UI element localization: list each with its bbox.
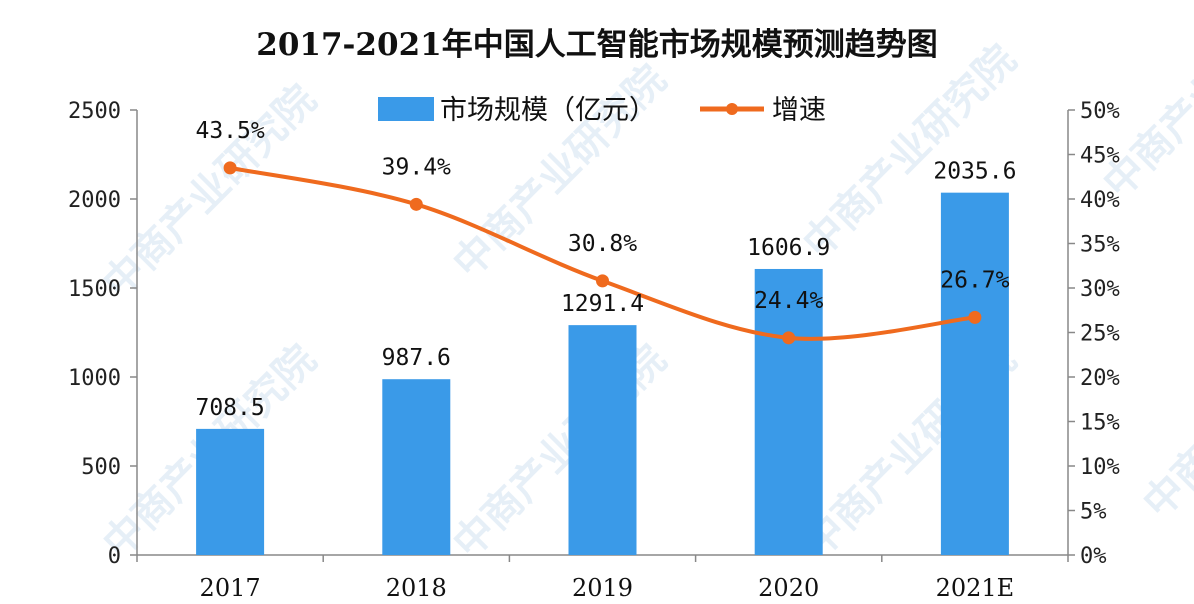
axes: 0 500 1000 1500 2000 2500 0% 5% 10% 15% 20% 25% 30% 3… [68, 99, 1120, 602]
chart-title: 2017-2021年中国人工智能市场规模预测趋势图 [256, 27, 937, 63]
legend-swatch-market-size [378, 97, 434, 121]
x-tick-label: 2018 [386, 574, 447, 602]
growth-point [968, 310, 982, 324]
x-tick-label: 2021E [936, 574, 1015, 602]
y-left-tick-label: 2500 [68, 99, 121, 124]
y-right-tick-label: 15% [1080, 411, 1120, 436]
y-right-tick-label: 10% [1080, 455, 1120, 480]
y-right-tick-label: 25% [1080, 322, 1120, 347]
growth-point [409, 197, 423, 211]
y-right-tick-label: 30% [1080, 277, 1120, 302]
y-right-tick-label: 35% [1080, 233, 1120, 258]
watermark-text: 中商产业研究院 [95, 77, 326, 308]
growth-value-label: 24.4% [754, 288, 823, 314]
watermark-text: 中商产业研究院 [445, 57, 676, 288]
bar-value-label: 1606.9 [747, 235, 830, 261]
bar [382, 379, 451, 555]
x-tick-label: 2020 [758, 574, 819, 602]
data-labels: 708.5 987.6 1291.4 1606.9 2035.6 43.5% 39.4% 30… [195, 118, 1016, 421]
y-left-tick-label: 500 [81, 455, 121, 480]
y-left-tick-label: 2000 [68, 188, 121, 213]
growth-point [596, 274, 609, 288]
bar-series [196, 192, 1009, 555]
y-right-tick-label: 50% [1080, 99, 1120, 124]
growth-value-label: 26.7% [940, 267, 1009, 293]
bar-value-label: 987.6 [382, 345, 451, 371]
growth-point [223, 161, 237, 175]
bar [940, 192, 1009, 555]
legend: 市场规模（亿元） 增速 [378, 95, 826, 126]
growth-value-label: 39.4% [382, 154, 451, 180]
legend-label-market-size: 市场规模（亿元） [440, 95, 656, 126]
bar [196, 428, 265, 555]
growth-value-label: 43.5% [195, 118, 264, 144]
legend-label-growth: 增速 [772, 95, 826, 126]
y-left-tick-label: 1500 [68, 277, 121, 302]
bar [568, 325, 637, 555]
growth-point [782, 331, 796, 345]
x-tick-label: 2019 [572, 574, 633, 602]
y-right-tick-label: 5% [1080, 500, 1107, 525]
growth-value-label: 30.8% [568, 231, 637, 257]
bar-value-label: 1291.4 [561, 291, 644, 317]
y-right-tick-label: 0% [1080, 544, 1107, 569]
legend-swatch-growth-marker [726, 103, 738, 115]
bar [754, 268, 823, 555]
y-right-tick-label: 40% [1080, 188, 1120, 213]
bar-value-label: 2035.6 [933, 159, 1016, 185]
y-right-tick-label: 45% [1080, 144, 1120, 169]
y-right-tick-label: 20% [1080, 366, 1120, 391]
y-left-tick-label: 0 [108, 544, 121, 569]
bar-value-label: 708.5 [195, 395, 264, 421]
watermark-text: 中商产业研究院 [1135, 297, 1194, 528]
line-series [223, 161, 982, 345]
y-left-tick-label: 1000 [68, 366, 121, 391]
x-tick-label: 2017 [200, 574, 261, 602]
watermark-text: 中商产业研究院 [445, 337, 676, 568]
